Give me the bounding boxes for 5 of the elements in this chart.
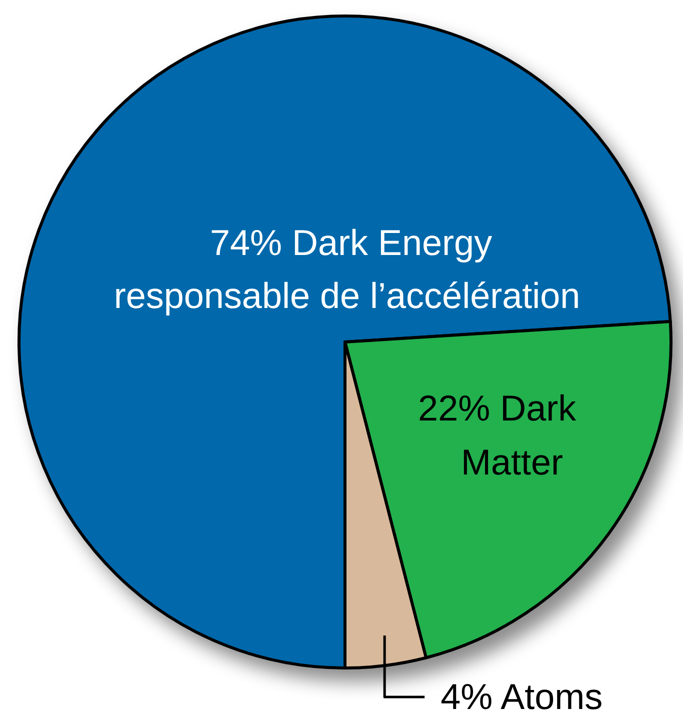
slice-label: 22% Dark Matter: [418, 387, 578, 482]
slice-label: 74% Dark Energy: [210, 222, 492, 263]
slice-label: 4% Atoms: [440, 676, 603, 715]
text: responsable de l’accélération: [114, 275, 580, 316]
pie-slice: [18, 14, 672, 670]
